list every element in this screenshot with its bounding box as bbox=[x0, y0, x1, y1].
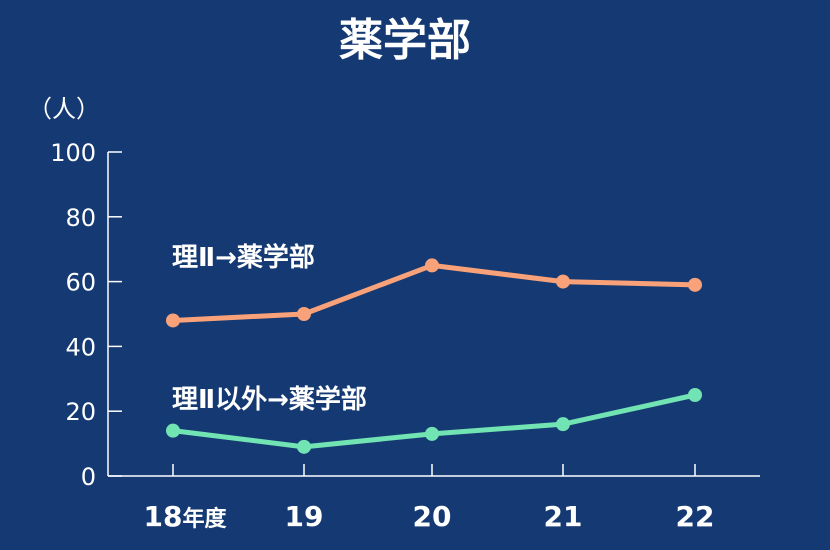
data-point bbox=[556, 417, 570, 432]
x-tick-label: 19 bbox=[285, 500, 324, 533]
data-point bbox=[556, 274, 570, 289]
data-point bbox=[425, 426, 439, 441]
data-point bbox=[425, 258, 439, 273]
axes bbox=[107, 152, 760, 477]
series-layer bbox=[166, 258, 702, 454]
data-point bbox=[166, 313, 180, 328]
y-tick-label: 40 bbox=[65, 333, 96, 361]
y-tick-label: 60 bbox=[65, 269, 96, 297]
x-tick-label: 20 bbox=[413, 500, 452, 533]
y-axis-unit-label: （人） bbox=[28, 95, 100, 123]
x-ticks: 18年度 19 20 21 22 bbox=[144, 464, 715, 533]
y-tick-label: 80 bbox=[65, 204, 96, 232]
data-point bbox=[297, 307, 311, 321]
series-1 bbox=[166, 258, 702, 328]
x-tick-label: 21 bbox=[544, 500, 583, 533]
x-tick-label-suffix: 年度 bbox=[182, 506, 227, 532]
x-tick-label: 22 bbox=[676, 500, 715, 533]
data-point bbox=[688, 388, 702, 402]
series-label-2: 理Ⅱ以外→薬学部 bbox=[172, 384, 367, 415]
y-ticks: 0 20 40 60 80 100 bbox=[50, 139, 122, 491]
x-tick-label: 18年度 bbox=[144, 500, 228, 533]
data-point bbox=[166, 423, 180, 438]
data-point bbox=[297, 439, 311, 454]
data-point bbox=[688, 277, 702, 292]
chart-title: 薬学部 bbox=[339, 15, 471, 66]
y-tick-label: 100 bbox=[50, 139, 96, 167]
y-tick-label: 20 bbox=[65, 398, 96, 426]
series-line bbox=[172, 262, 696, 323]
series-label-1: 理Ⅱ→薬学部 bbox=[172, 242, 315, 273]
y-tick-label: 0 bbox=[81, 463, 96, 491]
series-2 bbox=[166, 388, 702, 454]
